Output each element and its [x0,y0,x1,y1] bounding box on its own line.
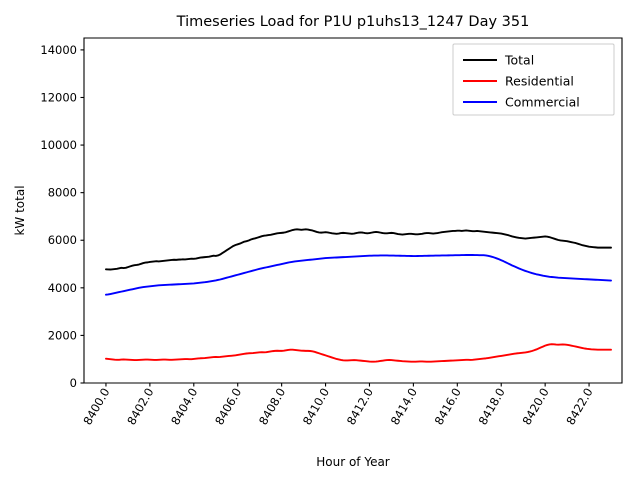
x-tick-label: 8414.0 [388,386,420,428]
y-tick-label: 8000 [48,186,77,200]
y-tick-label: 2000 [48,328,77,342]
legend-label-residential: Residential [505,74,574,89]
x-axis: 8400.0 8402.0 8404.0 8406.0 8408.0 8410.0 8412… [80,383,596,428]
y-tick-label: 6000 [48,233,77,247]
legend-label-total: Total [504,53,534,68]
y-tick-label: 4000 [48,281,77,295]
y-tick-label: 0 [70,376,77,390]
series-group [105,228,612,363]
legend-box [452,43,615,116]
x-tick-label: 8422.0 [563,386,595,428]
series-line-residential [105,343,612,363]
chart-title: Timeseries Load for P1U p1uhs13_1247 Day… [176,14,530,30]
legend: Total Residential Commercial [452,43,615,116]
y-tick-label: 12000 [40,90,77,104]
x-tick-label: 8406.0 [212,386,244,428]
y-tick-label: 10000 [40,138,77,152]
y-axis: 0 2000 4000 6000 8000 10000 12000 14000 [40,43,84,390]
x-tick-label: 8404.0 [168,386,200,428]
series-line-total [105,228,612,271]
x-tick-label: 8416.0 [432,386,464,428]
x-tick-label: 8420.0 [519,386,551,428]
axes-frame [83,37,623,384]
y-tick-label: 14000 [40,43,77,57]
series-line-commercial [105,254,612,296]
x-axis-title: Hour of Year [316,455,390,469]
x-tick-label: 8412.0 [344,386,376,428]
x-tick-label: 8400.0 [80,386,112,428]
legend-label-commercial: Commercial [505,95,580,110]
x-tick-label: 8418.0 [476,386,508,428]
x-tick-label: 8410.0 [300,386,332,428]
x-tick-label: 8408.0 [256,386,288,428]
y-axis-title: kW total [13,185,27,235]
x-tick-label: 8402.0 [124,386,156,428]
